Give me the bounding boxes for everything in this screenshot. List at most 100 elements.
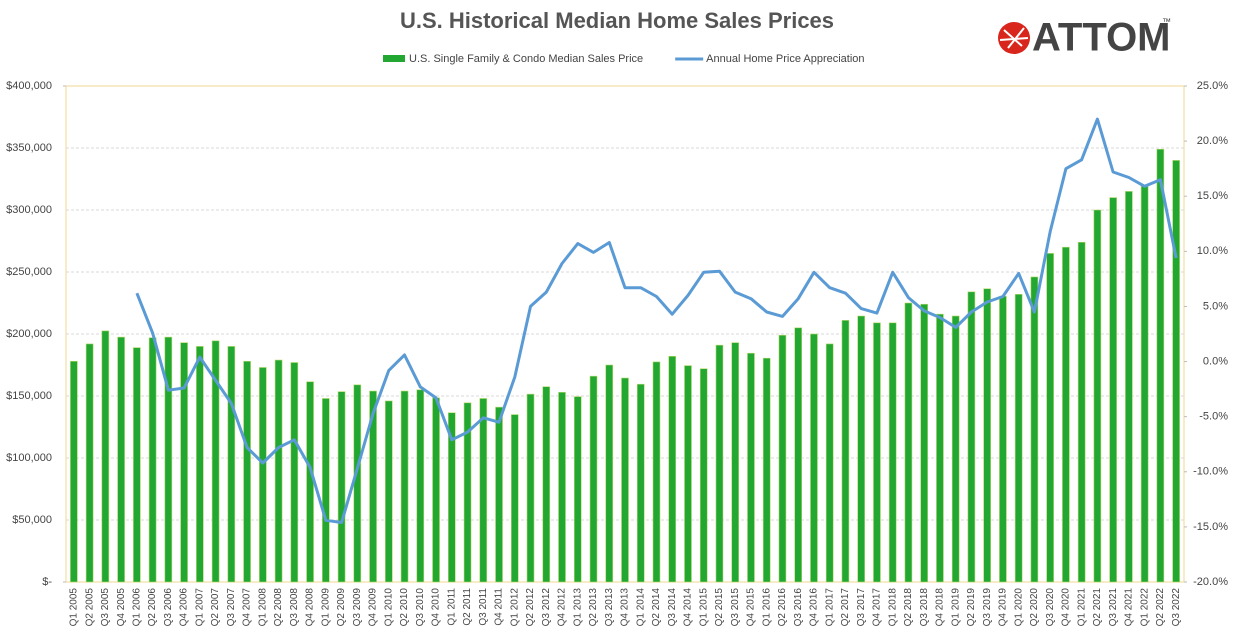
bar [999, 295, 1007, 583]
bar [636, 383, 645, 583]
y2-tick-label: 15.0% [1197, 190, 1228, 202]
x-tick-label: Q2 2007 [210, 588, 221, 627]
x-tick-label: Q2 2013 [588, 588, 599, 627]
logo-text: ATTOM [1032, 16, 1171, 60]
x-tick-label: Q4 2010 [431, 588, 442, 627]
bar [416, 389, 425, 583]
x-tick-label: Q4 2014 [683, 588, 694, 627]
bar [731, 342, 740, 583]
x-tick-label: Q3 2022 [1171, 588, 1182, 627]
x-tick-label: Q1 2015 [698, 588, 709, 627]
y-tick-label: $100,000 [6, 452, 52, 464]
bar [447, 412, 456, 583]
x-tick-label: Q3 2015 [730, 588, 741, 627]
y2-tick-label: 0.0% [1203, 355, 1228, 367]
y2-tick-label: -5.0% [1199, 411, 1228, 423]
bar [542, 386, 551, 583]
bar [747, 352, 755, 583]
x-tick-label: Q4 2012 [557, 588, 568, 627]
bar [589, 375, 598, 583]
x-tick-label: Q3 2019 [982, 588, 993, 627]
x-tick-label: Q3 2011 [478, 588, 489, 626]
x-tick-label: Q1 2022 [1139, 588, 1150, 627]
x-tick-label: Q3 2020 [1045, 588, 1056, 627]
x-tick-label: Q3 2018 [919, 588, 930, 627]
bar [983, 288, 991, 583]
bar [794, 327, 803, 583]
bar [290, 362, 299, 583]
bar [180, 342, 188, 583]
bar [1046, 253, 1054, 583]
x-tick-label: Q3 2014 [667, 588, 678, 627]
bar [133, 347, 141, 583]
bar [778, 334, 787, 583]
x-tick-label: Q3 2009 [352, 588, 363, 627]
bar [479, 398, 488, 583]
x-tick-label: Q2 2012 [525, 588, 536, 627]
y2-tick-label: 10.0% [1197, 245, 1228, 257]
legend-label: Annual Home Price Appreciation [706, 53, 864, 65]
bar [196, 346, 204, 583]
y-tick-label: $300,000 [6, 204, 52, 216]
x-tick-label: Q2 2022 [1155, 588, 1166, 627]
bar [526, 393, 535, 583]
bar [652, 361, 661, 583]
y-tick-label: $200,000 [6, 328, 52, 340]
bar [699, 368, 708, 583]
bar [810, 333, 818, 583]
x-tick-label: Q1 2011 [446, 588, 457, 626]
x-tick-label: Q2 2009 [336, 588, 347, 627]
y-tick-label: $400,000 [6, 80, 52, 92]
x-tick-label: Q4 2015 [746, 588, 757, 627]
bar [117, 336, 125, 583]
x-tick-label: Q3 2005 [100, 588, 111, 627]
bar [1014, 294, 1023, 583]
bar [1172, 160, 1180, 583]
chart-title: U.S. Historical Median Home Sales Prices [400, 8, 834, 33]
x-tick-label: Q1 2012 [509, 588, 520, 627]
x-tick-label: Q1 2014 [635, 588, 646, 627]
bar [1156, 148, 1165, 583]
x-tick-label: Q1 2007 [194, 588, 205, 627]
x-tick-label: Q3 2007 [226, 588, 237, 627]
y-tick-label: $- [42, 576, 52, 588]
bar [825, 343, 834, 583]
x-tick-label: Q3 2016 [793, 588, 804, 627]
bar [85, 343, 94, 583]
x-tick-label: Q3 2012 [541, 588, 552, 627]
bar [1077, 241, 1086, 583]
logo-trademark: ™ [1162, 16, 1171, 26]
bar [920, 303, 928, 583]
bar [259, 367, 267, 583]
y2-tick-label: -20.0% [1193, 576, 1228, 588]
x-tick-label: Q3 2021 [1108, 588, 1119, 627]
x-tick-label: Q2 2008 [273, 588, 284, 627]
bar [101, 330, 110, 583]
x-tick-label: Q4 2016 [809, 588, 820, 627]
x-tick-label: Q3 2010 [415, 588, 426, 627]
x-tick-label: Q4 2017 [872, 588, 883, 627]
x-tick-label: Q2 2019 [966, 588, 977, 627]
bar [888, 322, 897, 583]
x-tick-label: Q1 2009 [320, 588, 331, 627]
x-tick-label: Q4 2020 [1061, 588, 1072, 627]
bar [873, 322, 881, 583]
x-tick-label: Q4 2008 [305, 588, 316, 627]
x-tick-label: Q3 2008 [289, 588, 300, 627]
bar [211, 340, 220, 583]
bar [306, 381, 314, 583]
x-tick-label: Q2 2020 [1029, 588, 1040, 627]
y2-tick-label: 5.0% [1203, 300, 1228, 312]
bar [400, 390, 409, 583]
bar [510, 414, 519, 583]
x-tick-label: Q3 2013 [604, 588, 615, 627]
x-tick-label: Q1 2019 [950, 588, 961, 627]
bar [353, 384, 362, 583]
bar [495, 406, 503, 583]
bar [369, 390, 377, 583]
x-tick-label: Q2 2016 [777, 588, 788, 627]
bar [762, 357, 771, 583]
x-tick-label: Q2 2018 [903, 588, 914, 627]
bar [684, 365, 692, 583]
